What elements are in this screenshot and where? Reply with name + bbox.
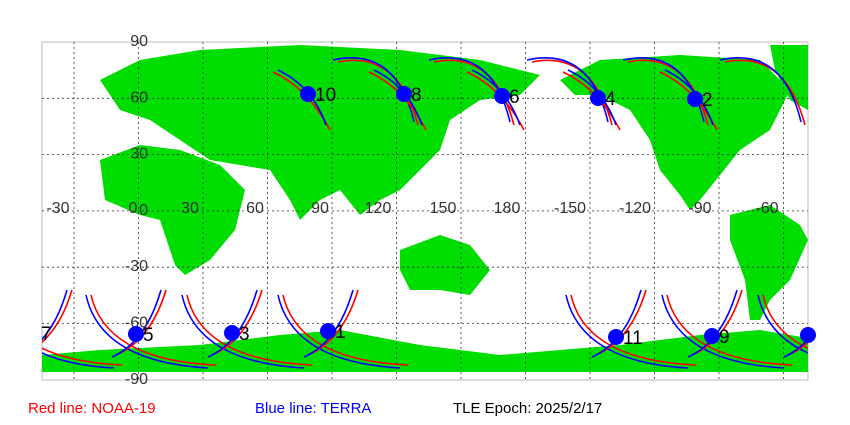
greenland — [770, 45, 808, 110]
lon-label: 120 — [365, 200, 392, 217]
track — [181, 294, 305, 369]
australia — [400, 235, 490, 295]
antarctica — [42, 330, 808, 372]
labels: -30 0 30 60 90 120 150 180 -150 -120 -90 -60 90 60 30 0… — [41, 33, 779, 388]
africa — [100, 145, 245, 275]
pass-point — [128, 326, 144, 342]
legend-terra: Blue line: TERRA — [255, 400, 371, 417]
track — [622, 57, 705, 123]
pass-label: 11 — [623, 328, 643, 349]
lon-label: -60 — [755, 200, 778, 217]
pass-label: 6 — [509, 87, 520, 108]
legend-noaa: Red line: NOAA-19 — [28, 400, 156, 417]
pass-point — [608, 329, 624, 345]
lat-label: 60 — [130, 89, 148, 106]
pass-label: 8 — [411, 85, 422, 106]
south-america — [730, 205, 808, 320]
track — [526, 57, 609, 123]
graticule — [42, 42, 808, 380]
track — [42, 347, 123, 366]
lon-label: -150 — [554, 200, 586, 217]
pass-point — [396, 86, 412, 102]
pass-label: 10 — [315, 85, 336, 106]
lon-label: 0 — [129, 200, 138, 217]
pass-label: 1 — [335, 322, 346, 343]
lon-label: 90 — [311, 200, 329, 217]
track — [332, 57, 415, 123]
lat-label: -30 — [125, 258, 148, 275]
lon-label: 30 — [181, 200, 199, 217]
pass-label: 9 — [719, 327, 730, 348]
track — [757, 294, 808, 354]
pass-label: 7 — [41, 324, 52, 345]
pass-label: 5 — [143, 325, 154, 346]
pass-point — [687, 91, 703, 107]
track — [42, 289, 68, 341]
track — [42, 289, 73, 344]
land — [42, 45, 808, 372]
pass-point — [494, 88, 510, 104]
lat-label: 0 — [139, 202, 148, 219]
lon-label: 180 — [494, 200, 521, 217]
pass-point — [320, 323, 336, 339]
lat-label: -60 — [125, 315, 148, 332]
track — [783, 338, 808, 358]
legend-epoch: TLE Epoch: 2025/2/17 — [453, 400, 602, 417]
track — [277, 294, 401, 369]
pass-point — [224, 325, 240, 341]
pass-point — [704, 328, 720, 344]
track — [85, 294, 209, 369]
lon-label: -90 — [688, 200, 711, 217]
pass-point — [300, 86, 316, 102]
pass-point — [590, 90, 606, 106]
lon-label: 150 — [430, 200, 457, 217]
pass-point — [800, 327, 816, 343]
lon-label: -120 — [619, 200, 651, 217]
pass-label: 2 — [702, 90, 713, 111]
lon-label: -30 — [46, 200, 69, 217]
track — [428, 57, 511, 123]
pass-label: 3 — [239, 324, 250, 345]
track — [565, 294, 689, 369]
track — [42, 351, 115, 369]
pass-label: 4 — [605, 89, 616, 110]
track — [661, 294, 785, 369]
track — [719, 57, 802, 123]
north-america — [560, 55, 790, 210]
lat-label: -90 — [125, 371, 148, 388]
lat-label: 90 — [130, 33, 148, 50]
lat-label: 30 — [130, 146, 148, 163]
lon-label: 60 — [246, 200, 264, 217]
eurasia — [100, 45, 540, 220]
